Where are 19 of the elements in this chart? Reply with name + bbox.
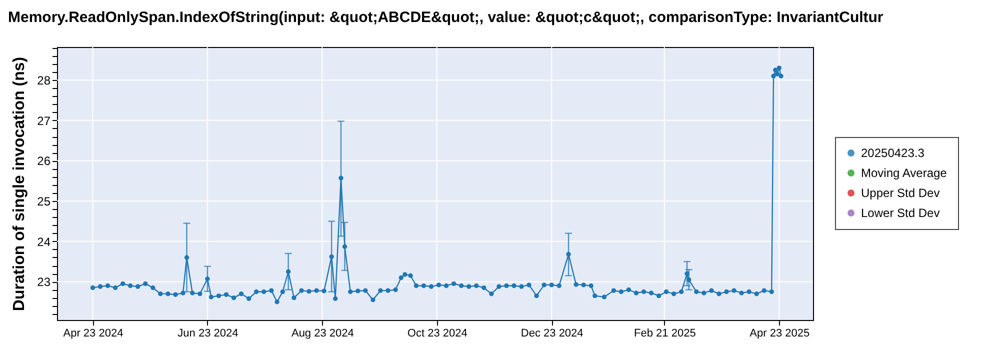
y-tick-label: 24	[37, 234, 51, 249]
x-tick-label: Apr 23 2024	[63, 328, 124, 340]
y-tick-label: 25	[37, 194, 51, 209]
y-axis-title: Duration of single invocation (ns)	[11, 56, 28, 312]
x-tick-label: Aug 23 2024	[291, 328, 354, 340]
legend-label: Moving Average	[861, 166, 948, 180]
y-tick-label: 27	[37, 114, 51, 128]
x-tick-label: Oct 23 2024	[407, 328, 468, 340]
x-tick-label: Feb 21 2025	[634, 328, 696, 340]
x-tick-label: Apr 23 2025	[750, 328, 810, 340]
x-tick-label: Jun 23 2024	[178, 328, 238, 340]
chart-title: Memory.ReadOnlySpan.IndexOfString(input: &quot;ABCDE&quot;, value: &quot;c&quot;, comparisonType: InvariantCultur	[8, 8, 884, 26]
legend-label: 20250423.3	[861, 146, 925, 160]
legend-label: Lower Std Dev	[861, 206, 940, 220]
legend-label: Upper Std Dev	[861, 186, 940, 200]
y-tick-label: 23	[37, 275, 51, 290]
y-tick-label: 26	[37, 154, 51, 168]
y-tick-label: 28	[37, 74, 51, 88]
x-tick-label: Dec 23 2024	[520, 328, 584, 340]
